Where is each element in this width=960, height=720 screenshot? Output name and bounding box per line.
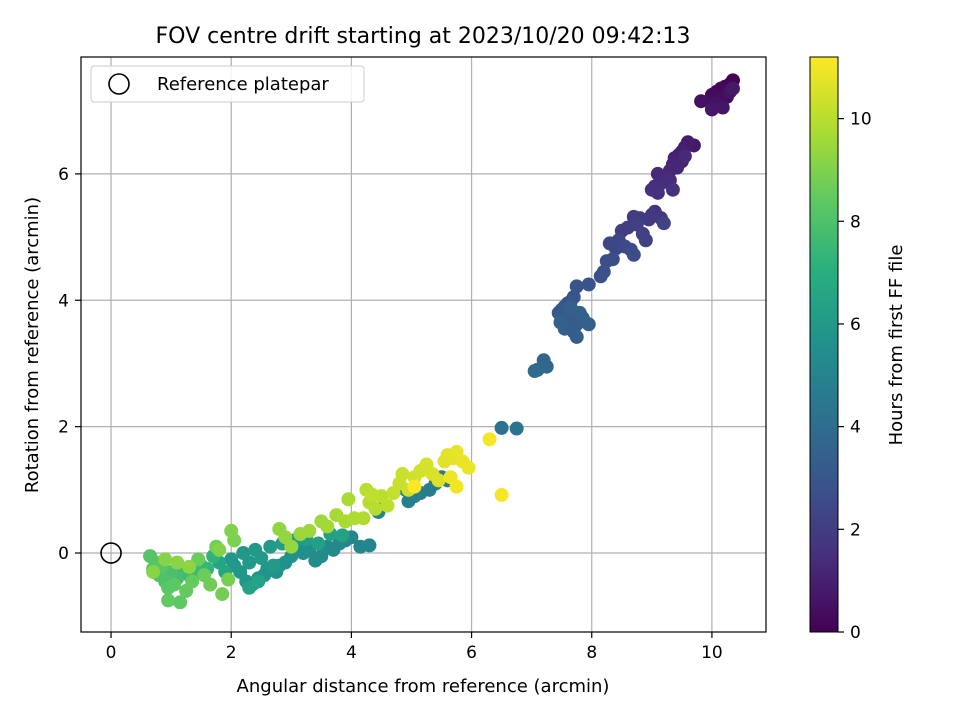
data-point — [407, 479, 422, 494]
x-tick-label: 10 — [701, 643, 723, 663]
data-point — [482, 432, 497, 447]
data-point — [581, 277, 596, 292]
x-tick-label: 6 — [466, 643, 477, 663]
data-point — [170, 555, 185, 570]
data-point — [626, 247, 641, 262]
colorbar-tick-label: 10 — [850, 110, 872, 130]
data-point — [656, 216, 671, 231]
data-point — [284, 539, 299, 554]
colorbar-tick-label: 0 — [850, 623, 861, 643]
legend-marker-icon — [108, 73, 130, 95]
data-point — [224, 552, 239, 567]
data-point — [224, 523, 239, 538]
data-point — [638, 233, 653, 248]
data-point — [221, 572, 236, 587]
data-point — [395, 467, 410, 482]
colorbar: 0 2 4 6 8 10 Hours from first FF file — [809, 56, 907, 643]
data-point — [308, 553, 323, 568]
data-point — [380, 498, 395, 513]
y-axis-label: Rotation from reference (arcmin) — [22, 197, 43, 493]
data-point — [263, 539, 278, 554]
colorbar-tick-label: 2 — [850, 520, 861, 540]
data-point — [401, 494, 416, 509]
x-tick-label: 2 — [226, 643, 237, 663]
colorbar-label: Hours from first FF file — [886, 245, 907, 446]
data-point — [593, 269, 608, 284]
data-points — [143, 73, 740, 610]
y-tick-label: 4 — [58, 291, 69, 311]
data-point — [212, 542, 227, 557]
data-point — [215, 587, 230, 602]
data-point — [203, 577, 218, 592]
y-tick-label: 2 — [58, 418, 69, 438]
data-point — [320, 519, 335, 534]
reference-point — [100, 542, 122, 564]
data-point — [599, 254, 614, 269]
data-point — [341, 492, 356, 507]
data-point — [173, 595, 188, 610]
colorbar-tick-label: 4 — [850, 418, 861, 438]
data-point — [242, 555, 257, 570]
data-point — [725, 81, 740, 96]
x-axis-label: Angular distance from reference (arcmin) — [237, 676, 610, 697]
data-point — [368, 501, 383, 516]
data-point — [527, 364, 542, 379]
data-point — [581, 317, 596, 332]
data-point — [365, 487, 380, 502]
data-point — [158, 552, 173, 567]
colorbar-tick-label: 6 — [850, 315, 861, 335]
data-point — [311, 536, 326, 551]
x-axis-ticks: 0 2 4 6 8 10 — [106, 632, 723, 663]
data-point — [677, 149, 692, 164]
y-tick-label: 6 — [58, 165, 69, 185]
data-point — [494, 420, 509, 435]
x-tick-label: 4 — [346, 643, 357, 663]
data-point — [569, 329, 584, 344]
data-point — [553, 315, 568, 330]
data-point — [509, 421, 524, 436]
x-tick-label: 0 — [106, 643, 117, 663]
data-point — [356, 511, 371, 526]
data-point — [167, 577, 182, 592]
data-point — [704, 102, 719, 117]
data-point — [353, 539, 368, 554]
data-point — [182, 559, 197, 574]
data-point — [665, 182, 680, 197]
chart-title: FOV centre drift starting at 2023/10/20 … — [156, 24, 691, 49]
data-point — [161, 593, 176, 608]
colorbar-ticks: 0 2 4 6 8 10 — [838, 110, 872, 643]
data-point — [146, 564, 161, 579]
data-point — [569, 279, 584, 294]
legend-box — [90, 65, 365, 103]
reference-marker — [100, 542, 122, 564]
legend: Reference platepar — [90, 65, 365, 103]
data-point — [431, 473, 446, 488]
y-axis-ticks: 0 2 4 6 — [58, 165, 81, 564]
y-tick-label: 0 — [58, 544, 69, 564]
plot-area — [81, 57, 766, 632]
data-point — [254, 551, 269, 566]
data-point — [449, 479, 464, 494]
data-point — [251, 574, 266, 589]
plot-frame — [80, 56, 767, 633]
colorbar-tick-label: 8 — [850, 212, 861, 232]
colorbar-gradient — [809, 56, 839, 633]
data-point — [494, 487, 509, 502]
data-point — [185, 574, 200, 589]
data-point — [650, 185, 665, 200]
data-point — [266, 558, 281, 573]
data-point — [715, 100, 730, 115]
data-point — [335, 528, 350, 543]
x-tick-label: 8 — [586, 643, 597, 663]
data-point — [461, 460, 476, 475]
data-point — [302, 523, 317, 538]
data-point — [694, 94, 709, 109]
legend-label: Reference platepar — [157, 74, 329, 95]
